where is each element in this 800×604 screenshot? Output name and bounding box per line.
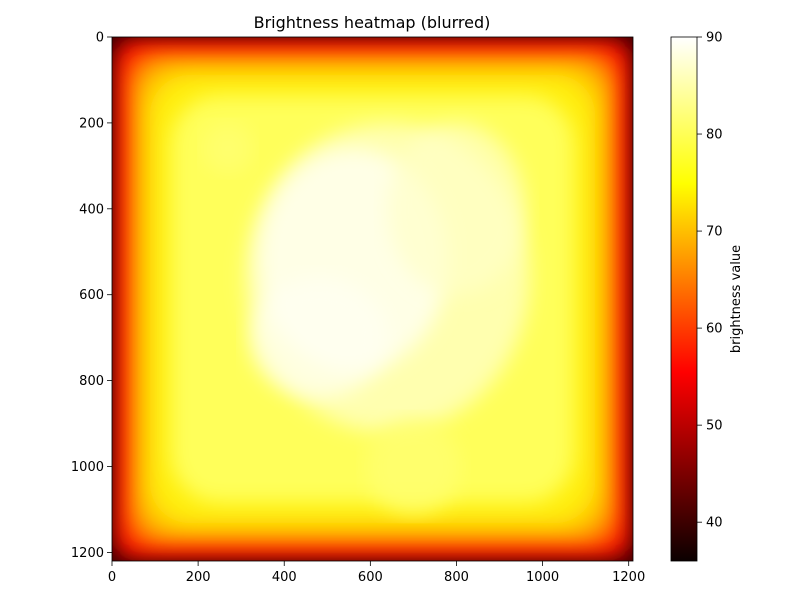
y-tick-label: 1200 — [71, 546, 104, 561]
x-tick-label: 1200 — [612, 570, 645, 585]
x-tick-label: 0 — [108, 570, 116, 585]
colorbar: 40 50 60 70 80 90 brightness value — [670, 31, 744, 562]
heatmap-region-4 — [366, 419, 461, 514]
x-tick-label: 800 — [444, 570, 469, 585]
x-axis: 0 200 400 600 800 1000 1200 — [108, 561, 645, 585]
y-tick-label: 0 — [96, 31, 104, 46]
colorbar-scale — [670, 36, 698, 562]
heatmap-region-5 — [202, 122, 255, 175]
y-tick-label: 1000 — [71, 460, 104, 475]
chart-title: Brightness heatmap (blurred) — [254, 13, 491, 32]
x-tick-label: 200 — [186, 570, 211, 585]
y-tick-label: 200 — [79, 116, 104, 131]
y-tick-label: 800 — [79, 374, 104, 389]
heatmap-region-3 — [249, 277, 388, 398]
colorbar-label: brightness value — [729, 245, 744, 353]
plot-area — [111, 36, 634, 562]
colorbar-tick-label: 70 — [706, 225, 723, 240]
plot-frame — [111, 36, 634, 562]
colorbar-tick-label: 50 — [706, 419, 723, 434]
colorbar-ticks: 40 50 60 70 80 90 — [697, 31, 723, 531]
colorbar-tick-label: 40 — [706, 516, 723, 531]
colorbar-tick-label: 90 — [706, 31, 723, 46]
colorbar-tick-label: 80 — [706, 128, 723, 143]
x-tick-label: 400 — [272, 570, 297, 585]
x-tick-label: 600 — [358, 570, 383, 585]
y-tick-label: 400 — [79, 202, 104, 217]
colorbar-tick-label: 60 — [706, 322, 723, 337]
y-tick-label: 600 — [79, 288, 104, 303]
y-axis: 0 200 400 600 800 1000 1200 — [71, 31, 112, 561]
x-tick-label: 1000 — [526, 570, 559, 585]
heatmap-region-2 — [387, 122, 526, 295]
